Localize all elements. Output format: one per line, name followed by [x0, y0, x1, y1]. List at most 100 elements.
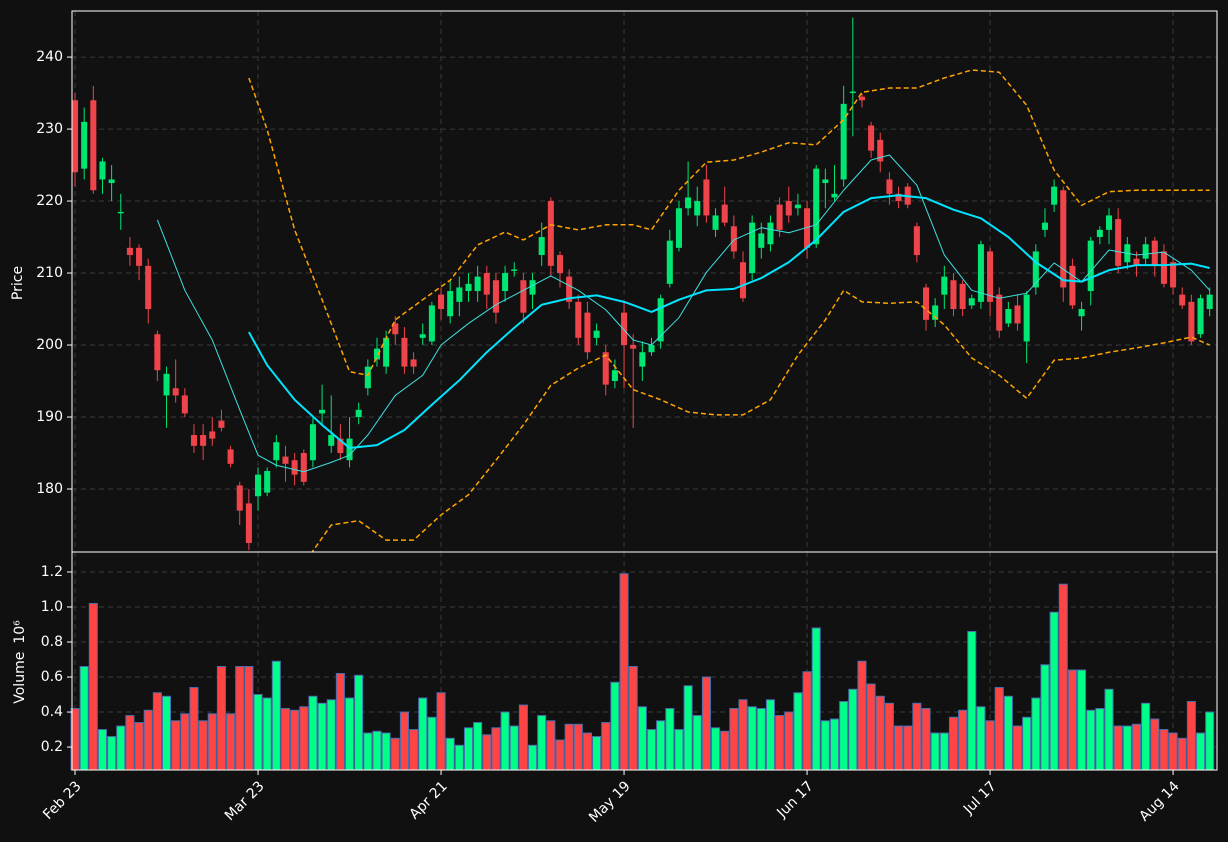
volume-bar [958, 709, 968, 771]
candle-body [456, 287, 463, 302]
volume-bar [363, 732, 373, 771]
candle-body [886, 179, 893, 194]
candle-body [1041, 222, 1048, 230]
candle-body [236, 485, 243, 511]
volume-bar [903, 725, 913, 771]
volume-bar [1113, 725, 1123, 771]
volume-bar [802, 671, 812, 771]
overlay-line [311, 289, 1210, 552]
candle-body [328, 435, 335, 446]
candle-body [547, 201, 554, 266]
volume-bar [765, 699, 775, 771]
y-axis-label: Price [10, 266, 26, 300]
volume-bar [528, 744, 538, 771]
volume-bar [518, 704, 528, 771]
candle-body [145, 265, 152, 310]
candle-body [136, 247, 143, 266]
candle-body [977, 244, 984, 302]
volume-bar [189, 687, 199, 771]
volume-bar [372, 730, 382, 771]
candle-body [1005, 309, 1012, 324]
volume-bar [884, 702, 894, 771]
candle-body [1188, 301, 1195, 342]
volume-bar [912, 702, 922, 771]
volume-bar [207, 713, 217, 771]
candle-body [200, 435, 207, 446]
candle-body [1179, 294, 1186, 306]
volume-bar [1186, 701, 1196, 771]
candle-body [108, 179, 115, 184]
volume-bar [665, 708, 675, 771]
candle-body [657, 298, 664, 342]
candle-body [190, 435, 197, 446]
candle-body [117, 211, 124, 214]
volume-axis-label: Volume 10⁶ [12, 620, 28, 704]
candle-body [849, 91, 856, 94]
candle-body [621, 312, 628, 346]
candle-body [337, 438, 344, 454]
volume-bar [1040, 664, 1050, 771]
candle-body [181, 395, 188, 414]
volume-bar [509, 725, 519, 771]
y-tick-label: 200 [36, 337, 63, 353]
candle-body [428, 305, 435, 342]
candle-body [520, 280, 527, 313]
volume-bar [491, 727, 501, 771]
candle-body [556, 255, 564, 274]
candle-body [1023, 294, 1030, 342]
candle-body [1115, 219, 1122, 266]
volume-bar [985, 720, 995, 771]
candle-body [1014, 305, 1021, 324]
volume-bar [244, 666, 254, 771]
candle-body [410, 359, 417, 367]
y-tick-label: 240 [36, 49, 63, 65]
volume-bar [701, 676, 711, 771]
volume-bar [1196, 732, 1206, 771]
candle-body [300, 453, 307, 482]
volume-bar [1049, 611, 1059, 771]
candle-body [90, 100, 97, 191]
candle-body [639, 352, 646, 367]
volume-bar [482, 734, 492, 771]
volume-bar [1095, 708, 1105, 771]
candle-body [502, 273, 509, 292]
volume-bar [473, 722, 483, 771]
volume-bar [582, 732, 592, 771]
volume-label: Volume [12, 652, 28, 704]
overlay-line [248, 194, 1210, 449]
candle-body [447, 291, 454, 317]
volume-tick-label: 1.2 [41, 564, 63, 580]
candle-body [346, 438, 353, 461]
candle-body [703, 179, 710, 216]
volume-bar [775, 715, 785, 771]
candle-body [309, 424, 316, 461]
volume-bar [280, 708, 291, 771]
volume-bar [116, 725, 126, 771]
volume-bar [619, 573, 629, 771]
volume-bar [1058, 583, 1068, 771]
volume-bar [866, 683, 876, 771]
candle-body [739, 262, 747, 299]
volume-bar [381, 732, 391, 771]
candle-body [255, 474, 262, 497]
candle-body [987, 251, 994, 302]
volume-bar [646, 729, 657, 771]
candle-body [593, 330, 600, 338]
volume-bar [198, 720, 208, 771]
volume-bar [354, 674, 364, 771]
overlays [156, 69, 1211, 552]
candle-body [474, 276, 481, 292]
volume-bar [161, 695, 172, 771]
volume-bar [1177, 737, 1187, 771]
candle-body [401, 337, 408, 367]
volume-bar [79, 666, 89, 771]
candle-body [868, 125, 875, 151]
candle-body [81, 121, 88, 169]
volume-bar [546, 720, 556, 771]
volume-bar [1150, 718, 1160, 771]
volume-bar [857, 660, 867, 771]
y-tick-label: 180 [36, 481, 63, 497]
candle-body [245, 503, 252, 544]
volume-bar [994, 687, 1004, 771]
candle-body [895, 193, 902, 202]
